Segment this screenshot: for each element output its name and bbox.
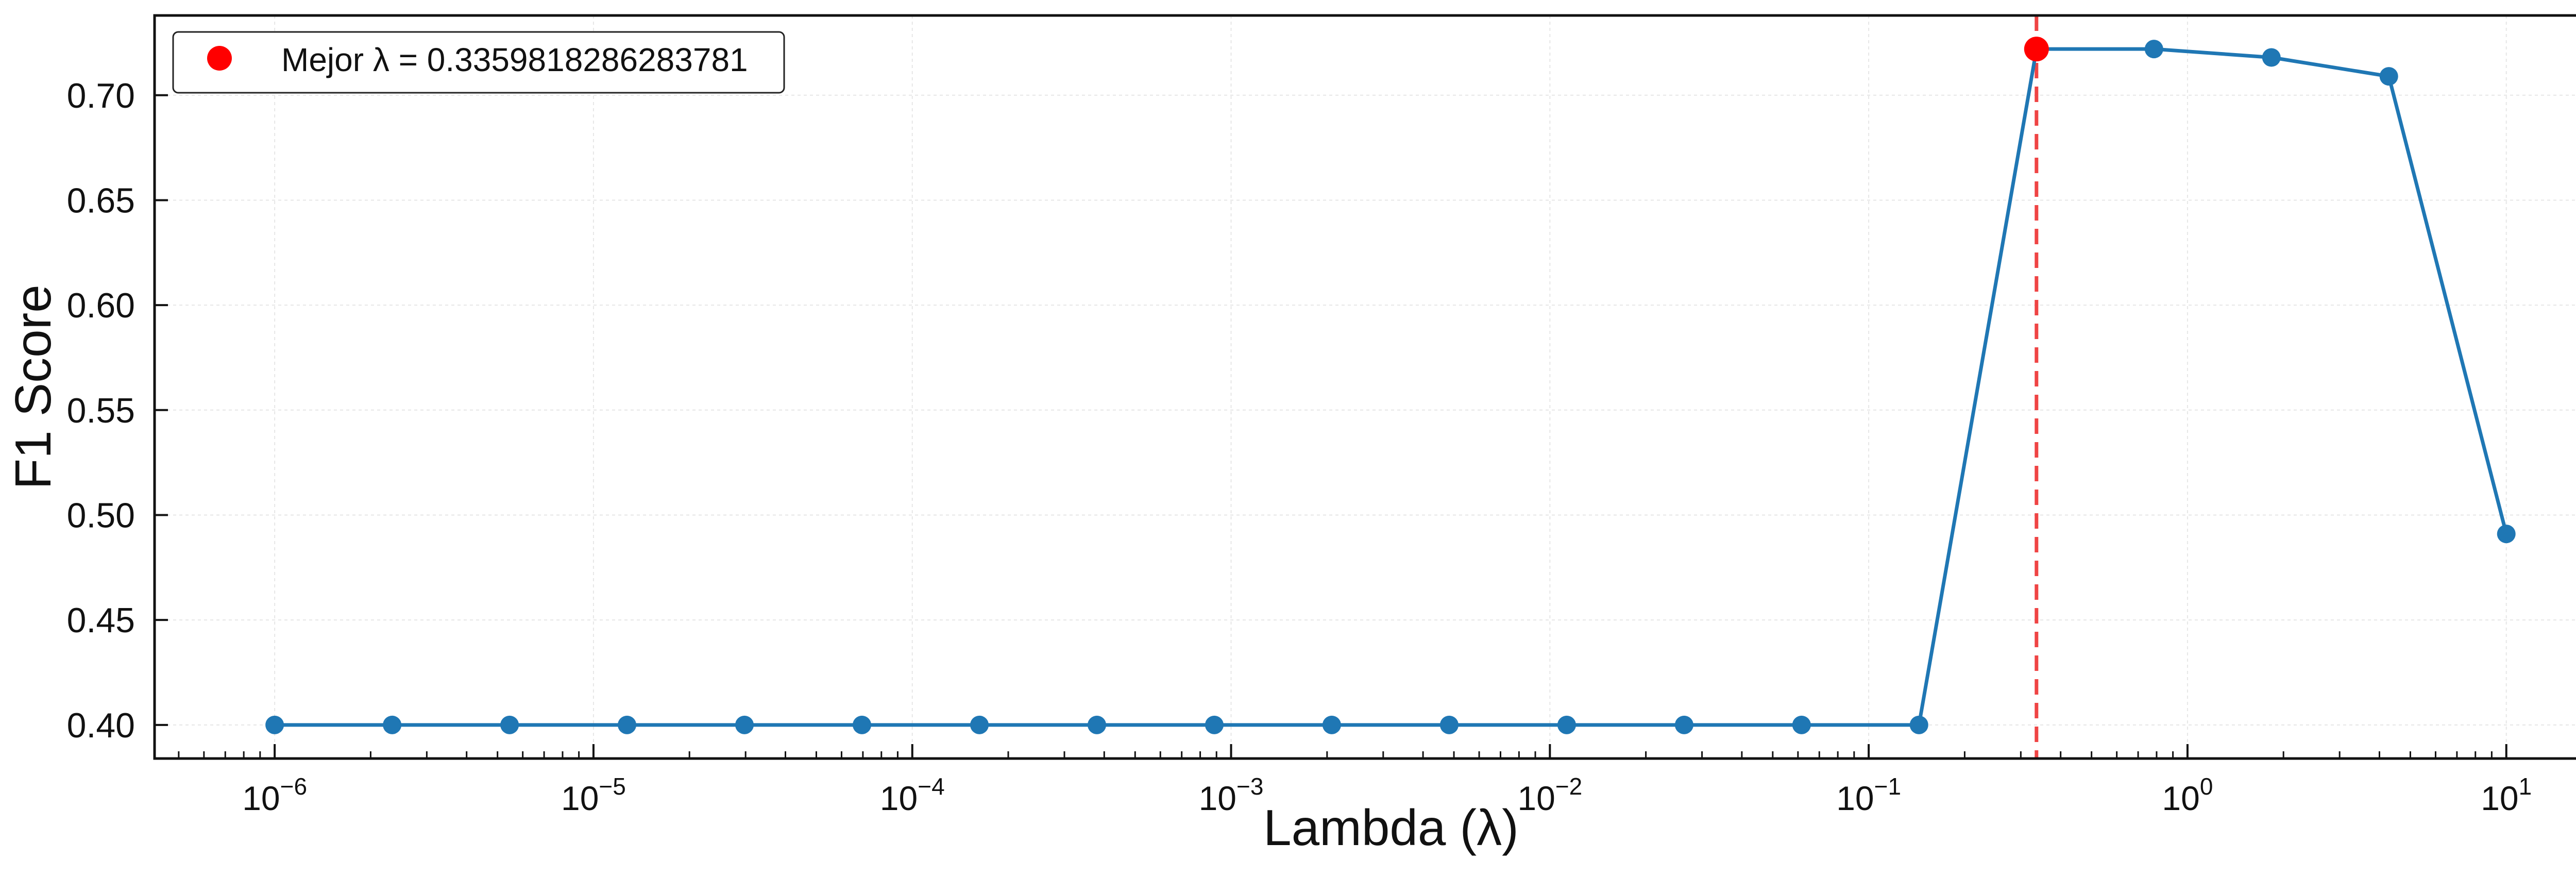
tick-label-layer: 0.40 0.45 0.50 0.55 0.60 0.65 0.70 10−6 10−5 10−4… — [67, 76, 2532, 817]
grid-layer — [155, 15, 2576, 759]
y-tick-label: 0.40 — [67, 706, 135, 745]
data-point — [853, 715, 872, 734]
data-point — [1439, 715, 1459, 734]
data-point — [970, 715, 989, 734]
best-point-marker — [2024, 37, 2049, 62]
x-tick-label: 10−1 — [1836, 773, 1901, 817]
data-point — [735, 715, 754, 734]
data-point — [618, 715, 637, 734]
data-point — [2144, 40, 2163, 59]
tick-layer — [155, 94, 2507, 759]
data-point — [1205, 715, 1224, 734]
x-tick-label: 10−5 — [561, 773, 626, 817]
data-point — [1792, 715, 1811, 734]
plot-frame — [153, 14, 2576, 760]
data-point — [1557, 715, 1576, 734]
y-tick-label: 0.65 — [67, 181, 135, 220]
data-point — [2262, 48, 2281, 67]
x-tick-label: 10−4 — [880, 773, 945, 817]
data-point — [2497, 525, 2516, 544]
data-point — [1909, 715, 1928, 734]
data-point — [2379, 67, 2398, 86]
y-tick-label: 0.55 — [67, 391, 135, 430]
legend-label-best-lambda: Mejor λ = 0.3359818286283781 — [281, 41, 748, 78]
series-layer — [265, 37, 2516, 734]
legend-marker-best-lambda — [207, 46, 232, 71]
data-point — [500, 715, 519, 734]
y-tick-label: 0.60 — [67, 286, 135, 325]
series-line — [275, 47, 2509, 727]
y-tick-label: 0.70 — [67, 76, 135, 115]
data-point — [1088, 715, 1107, 734]
legend: Mejor λ = 0.3359818286283781 — [172, 31, 785, 94]
x-tick-label: 10−2 — [1517, 773, 1582, 817]
x-axis-label: Lambda (λ) — [1263, 799, 1519, 856]
y-tick-label: 0.45 — [67, 601, 135, 640]
x-tick-label: 10−3 — [1199, 773, 1264, 817]
x-tick-label: 100 — [2162, 773, 2213, 817]
data-point — [1674, 715, 1693, 734]
y-axis-label: F1 Score — [5, 284, 61, 490]
x-tick-label: 101 — [2481, 773, 2532, 817]
data-point — [383, 715, 402, 734]
legend-box — [172, 31, 785, 94]
x-tick-label: 10−6 — [242, 773, 307, 817]
data-point — [1322, 715, 1341, 734]
data-point — [265, 715, 284, 734]
y-tick-label: 0.50 — [67, 496, 135, 535]
